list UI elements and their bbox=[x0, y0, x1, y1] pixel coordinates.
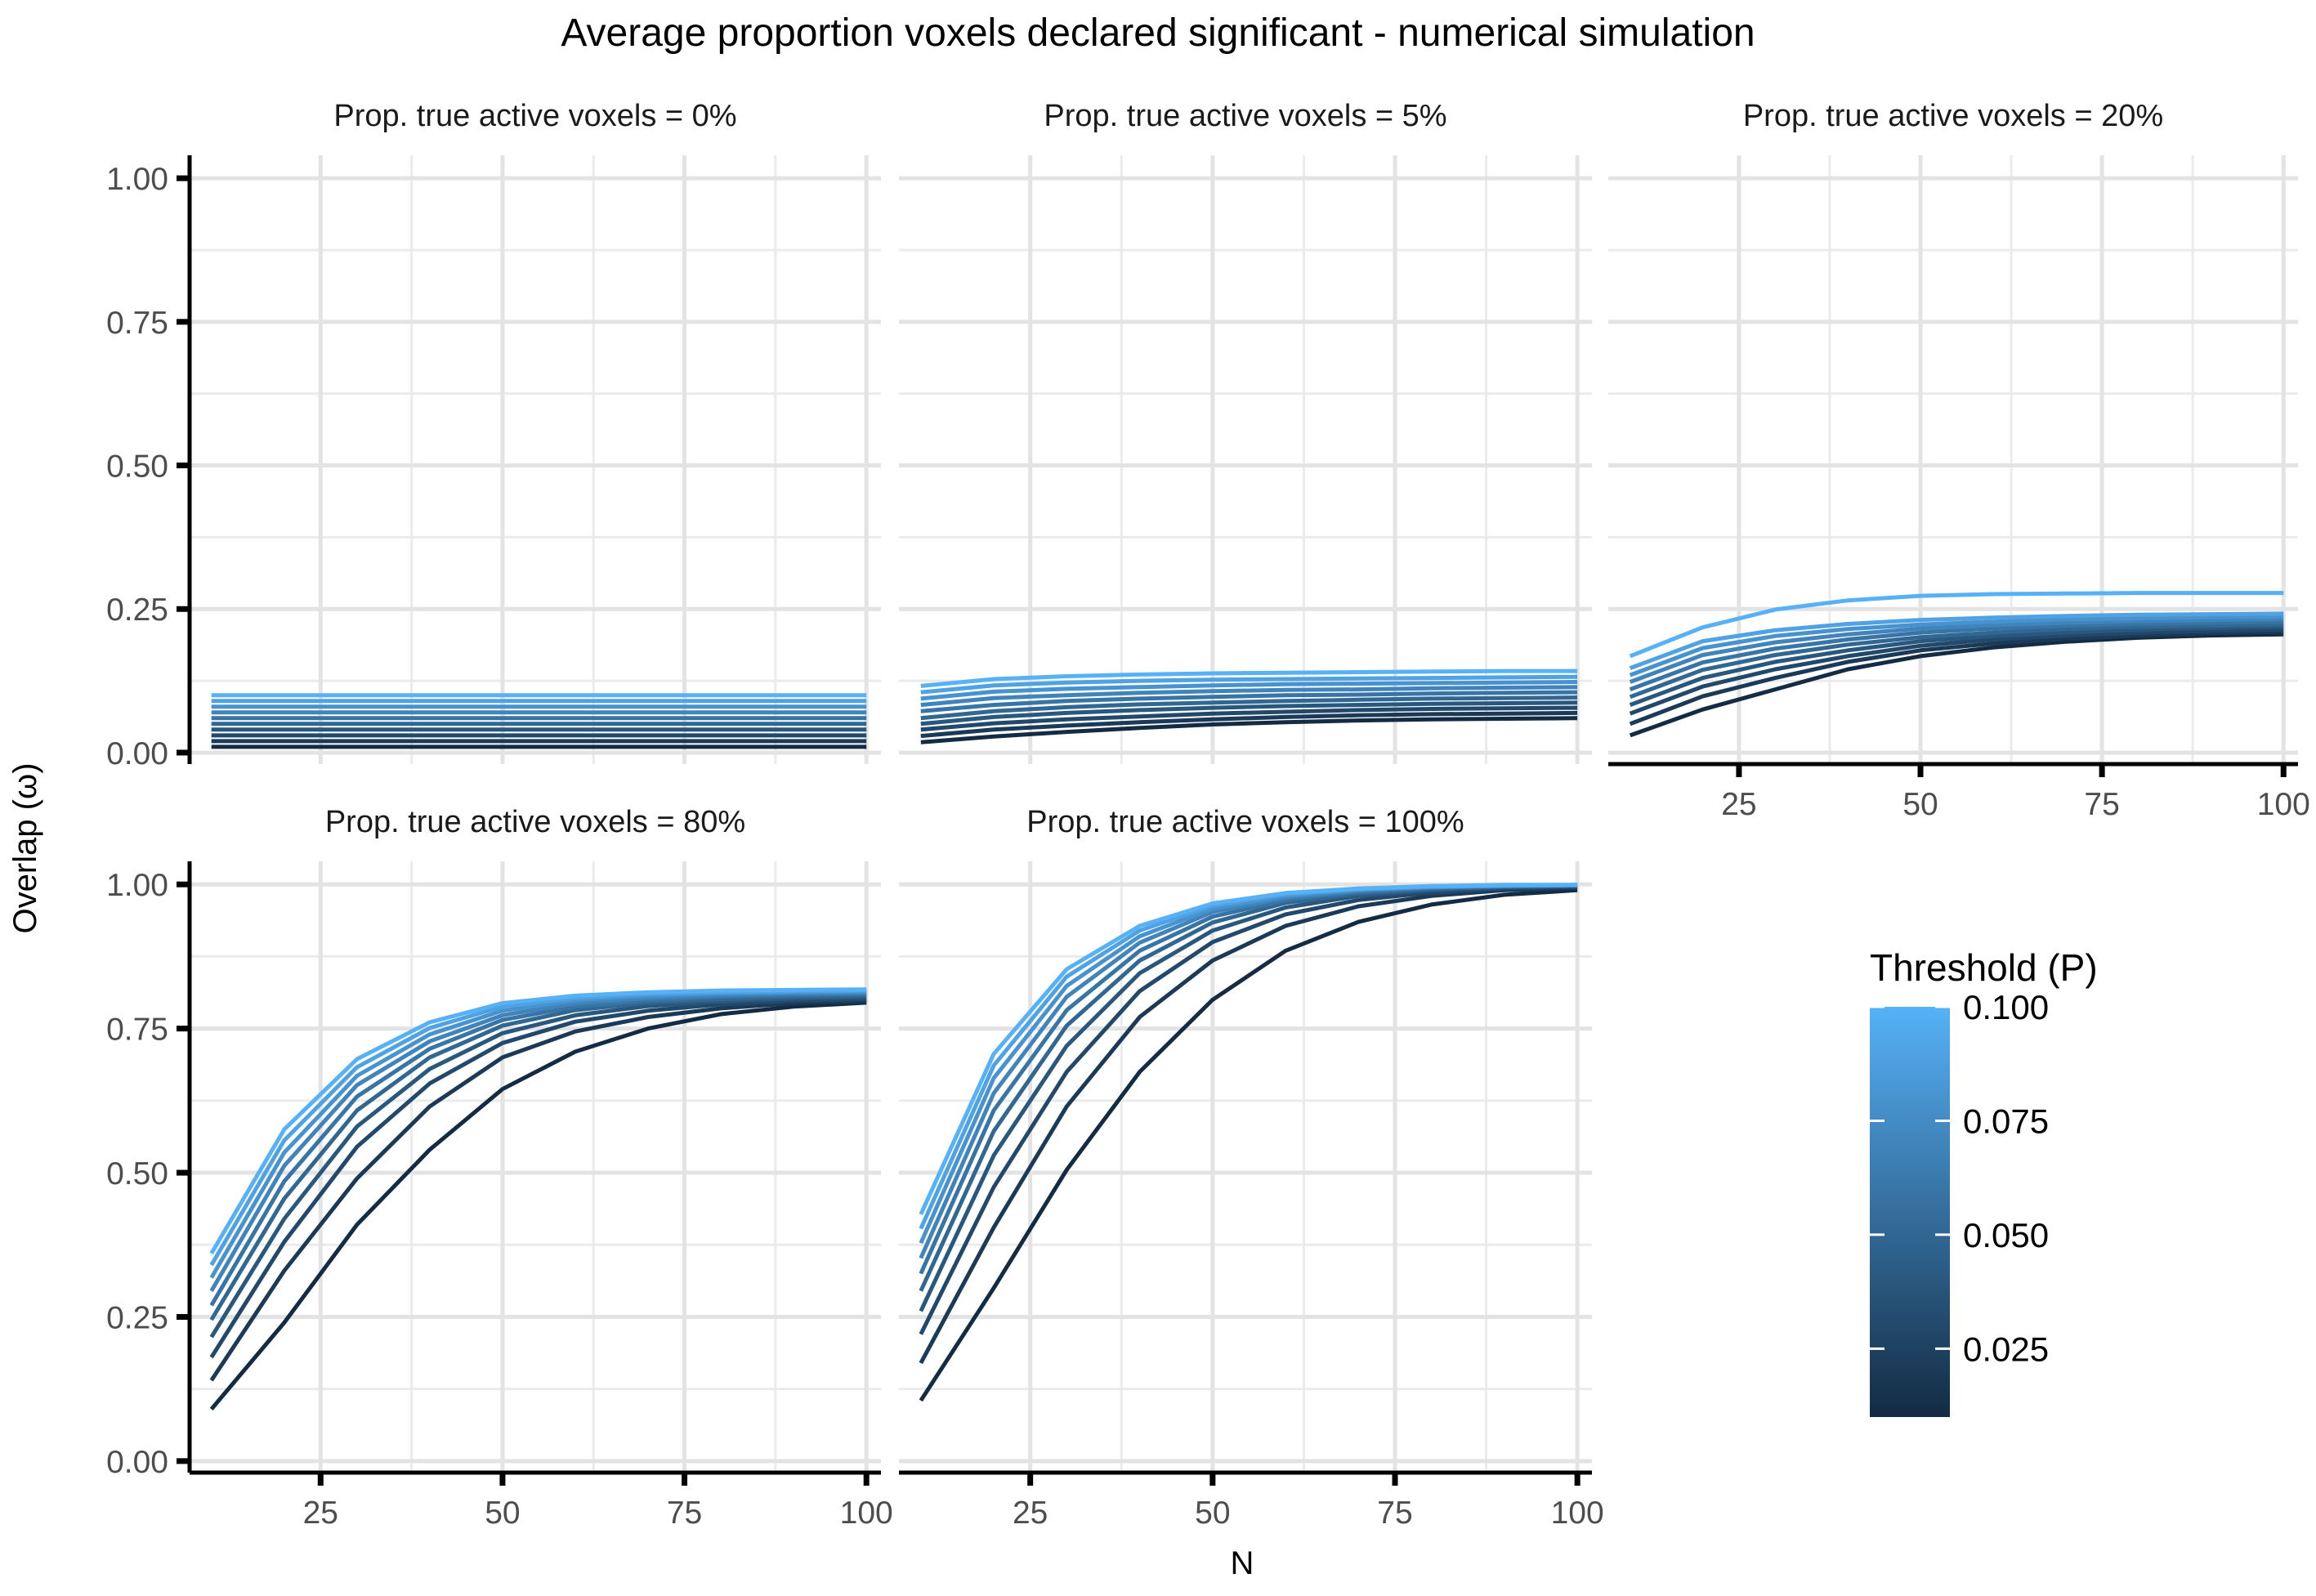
x-axis-label: N bbox=[1231, 1545, 1254, 1581]
facet-panel: Prop. true active voxels = 5% bbox=[899, 99, 1592, 764]
legend-title: Threshold (P) bbox=[1870, 946, 2098, 989]
x-tick-label: 75 bbox=[667, 1495, 702, 1531]
series-line bbox=[919, 887, 1578, 1402]
x-tick-label: 100 bbox=[2257, 787, 2310, 822]
x-tick-label: 25 bbox=[1013, 1495, 1048, 1531]
y-axis-label: Overlap (ω) bbox=[7, 762, 43, 933]
x-tick-label: 50 bbox=[1195, 1495, 1230, 1531]
legend-tick-label: 0.025 bbox=[1963, 1330, 2049, 1368]
facet-panel: Prop. true active voxels = 20% 25 50 75 100 bbox=[1608, 99, 2310, 822]
series-line bbox=[1629, 611, 2284, 670]
series-line bbox=[1629, 616, 2284, 684]
facet-panel: Prop. true active voxels = 80% 0.00 0.25 0.… bbox=[106, 805, 893, 1531]
series-line bbox=[919, 883, 1578, 1259]
facet-strip-label: Prop. true active voxels = 80% bbox=[325, 805, 745, 839]
series-line bbox=[920, 668, 1578, 688]
series-line bbox=[920, 674, 1578, 695]
x-tick-label: 75 bbox=[2084, 787, 2119, 822]
x-tick-label: 50 bbox=[1902, 787, 1938, 822]
y-tick-label: 1.00 bbox=[106, 162, 168, 197]
series-line bbox=[920, 680, 1578, 701]
y-tick-label: 1.00 bbox=[106, 868, 168, 903]
series-line bbox=[1629, 632, 2284, 738]
x-tick-label: 25 bbox=[303, 1495, 338, 1531]
facet-panels: Prop. true active voxels = 0% 0.00 0.25 0.5… bbox=[106, 99, 2310, 1531]
legend-colorbar bbox=[1870, 1007, 1950, 1417]
x-tick-label: 50 bbox=[485, 1495, 520, 1531]
series-line bbox=[920, 700, 1578, 726]
series-line bbox=[1629, 614, 2284, 677]
facet-panel: Prop. true active voxels = 100% 25 50 75 100 bbox=[899, 805, 1604, 1531]
series-line bbox=[209, 991, 867, 1307]
series-line bbox=[1629, 591, 2284, 659]
series-line bbox=[1629, 619, 2284, 691]
facet-strip-label: Prop. true active voxels = 100% bbox=[1026, 805, 1464, 839]
facet-strip-label: Prop. true active voxels = 20% bbox=[1743, 99, 2163, 133]
y-tick-label: 0.00 bbox=[106, 1445, 168, 1480]
series-line bbox=[920, 710, 1578, 739]
y-tick-label: 0.50 bbox=[106, 449, 168, 485]
series-line bbox=[919, 886, 1578, 1365]
chart-title: Average proportion voxels declared signi… bbox=[561, 11, 1755, 55]
series-line bbox=[209, 987, 867, 1255]
series-line bbox=[920, 685, 1578, 708]
x-tick-label: 75 bbox=[1377, 1495, 1412, 1531]
series-line bbox=[920, 705, 1578, 732]
series-line bbox=[919, 883, 1578, 1292]
series-line bbox=[919, 883, 1578, 1215]
y-tick-label: 0.25 bbox=[106, 1300, 168, 1335]
x-tick-label: 25 bbox=[1721, 787, 1756, 822]
y-tick-label: 0.25 bbox=[106, 592, 168, 628]
facet-strip-label: Prop. true active voxels = 5% bbox=[1044, 99, 1446, 133]
y-tick-label: 0.75 bbox=[106, 1013, 168, 1048]
x-tick-label: 100 bbox=[1551, 1495, 1604, 1531]
color-legend: Threshold (P) 0.100 0.075 0.050 0.025 bbox=[1870, 946, 2098, 1417]
legend-tick-label: 0.075 bbox=[1963, 1102, 2049, 1140]
series-line bbox=[920, 716, 1578, 744]
legend-ticks: 0.100 0.075 0.050 0.025 bbox=[1870, 988, 2049, 1368]
series-line bbox=[919, 884, 1578, 1335]
facet-panel: Prop. true active voxels = 0% 0.00 0.25 0.5… bbox=[106, 99, 881, 771]
y-tick-label: 0.00 bbox=[106, 736, 168, 771]
series-line bbox=[209, 999, 867, 1382]
series-line bbox=[209, 990, 867, 1292]
series-line bbox=[920, 690, 1578, 713]
series-line bbox=[1629, 624, 2284, 707]
x-tick-label: 100 bbox=[840, 1495, 893, 1531]
series-line bbox=[209, 997, 867, 1359]
y-tick-label: 0.75 bbox=[106, 306, 168, 341]
series-line bbox=[209, 1000, 867, 1411]
series-line bbox=[919, 883, 1578, 1245]
series-line bbox=[1629, 628, 2284, 716]
legend-tick-label: 0.100 bbox=[1963, 988, 2049, 1026]
series-line bbox=[1629, 629, 2284, 726]
facet-strip-label: Prop. true active voxels = 0% bbox=[333, 99, 736, 133]
series-line bbox=[920, 695, 1578, 721]
y-tick-label: 0.50 bbox=[106, 1156, 168, 1191]
series-line bbox=[1629, 622, 2284, 700]
legend-tick-label: 0.050 bbox=[1963, 1216, 2049, 1254]
